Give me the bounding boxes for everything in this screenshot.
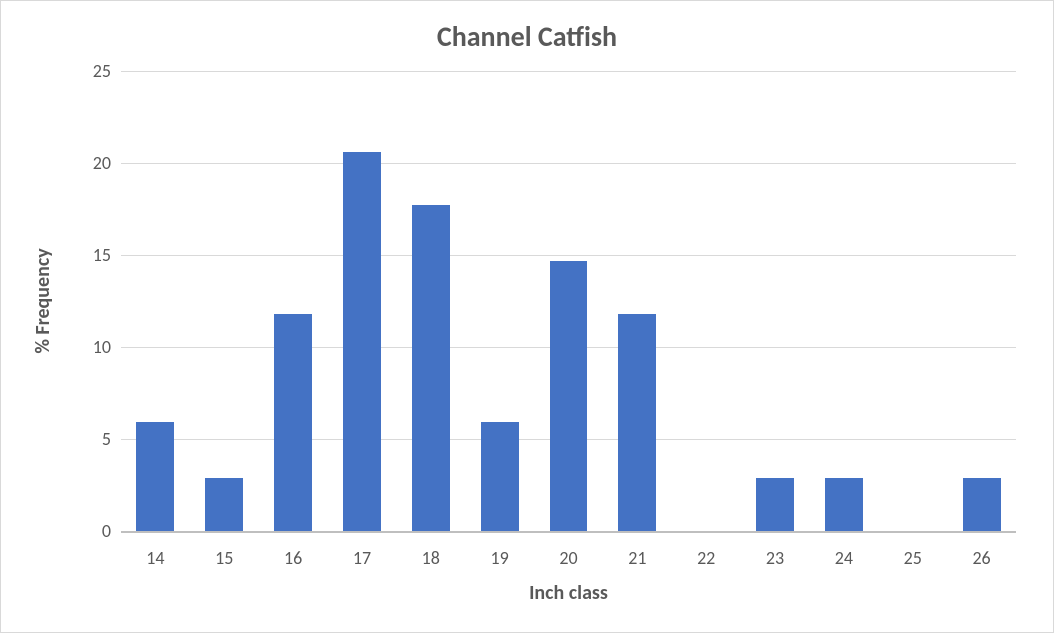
y-tick-label: 0 xyxy=(61,520,111,542)
bar xyxy=(756,478,794,531)
x-tick-label: 23 xyxy=(766,547,784,569)
plot-area xyxy=(121,71,1016,531)
chart-title: Channel Catfish xyxy=(1,19,1053,54)
y-tick-label: 5 xyxy=(61,428,111,450)
x-tick-label: 25 xyxy=(904,547,922,569)
x-tick-label: 18 xyxy=(422,547,440,569)
x-tick-label: 17 xyxy=(353,547,371,569)
x-tick-label: 14 xyxy=(146,547,164,569)
chart-container: Channel Catfish % Frequency Inch class 0… xyxy=(0,0,1054,633)
x-tick-label: 20 xyxy=(559,547,577,569)
bar xyxy=(274,314,312,531)
y-tick-label: 25 xyxy=(61,60,111,82)
bar xyxy=(343,152,381,531)
y-tick-label: 10 xyxy=(61,336,111,358)
bar xyxy=(412,205,450,531)
x-tick-label: 26 xyxy=(972,547,990,569)
x-tick-label: 16 xyxy=(284,547,302,569)
gridline xyxy=(121,531,1016,533)
x-tick-label: 15 xyxy=(215,547,233,569)
gridline xyxy=(121,163,1016,164)
bar xyxy=(136,422,174,531)
bar xyxy=(963,478,1001,531)
x-tick-label: 19 xyxy=(491,547,509,569)
gridline xyxy=(121,255,1016,256)
x-tick-label: 21 xyxy=(628,547,646,569)
bar xyxy=(481,422,519,531)
bar xyxy=(205,478,243,531)
bar xyxy=(825,478,863,531)
y-axis-title: % Frequency xyxy=(31,201,55,401)
gridline xyxy=(121,71,1016,72)
y-tick-label: 20 xyxy=(61,152,111,174)
bar xyxy=(618,314,656,531)
x-tick-label: 24 xyxy=(835,547,853,569)
x-axis-title: Inch class xyxy=(121,581,1016,605)
x-tick-label: 22 xyxy=(697,547,715,569)
y-tick-label: 15 xyxy=(61,244,111,266)
bar xyxy=(550,261,588,531)
